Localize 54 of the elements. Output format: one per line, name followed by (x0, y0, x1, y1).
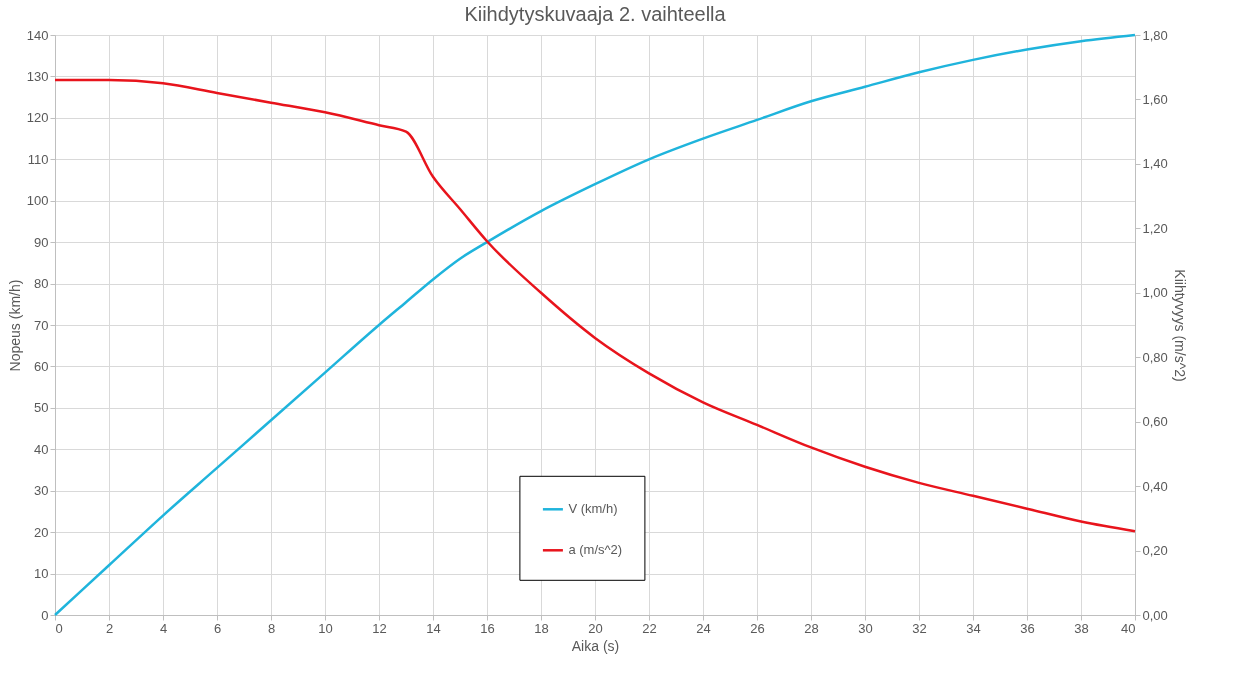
x-tick-label: 40 (1121, 620, 1136, 636)
y-tick-label: 130 (26, 68, 49, 84)
x-tick-label: 22 (642, 620, 657, 636)
legend-label: V (km/h) (568, 501, 618, 517)
x-tick-label: 30 (858, 620, 873, 636)
x-tick-label: 28 (804, 620, 819, 636)
y2-tick-label: 0,80 (1142, 349, 1168, 365)
y-tick-label: 120 (26, 110, 49, 126)
y2-tick-label: 1,60 (1142, 91, 1168, 107)
x-tick-label: 2 (105, 620, 114, 636)
x-tick-label: 38 (1074, 620, 1089, 636)
x-tick-label: 32 (912, 620, 927, 636)
y-tick-label: 50 (34, 400, 49, 416)
y2-tick-label: 0,60 (1142, 414, 1168, 430)
y-tick-label: 70 (34, 317, 49, 333)
x-tick-label: 20 (588, 620, 603, 636)
x-tick-label: 0 (55, 620, 63, 636)
x-tick-label: 10 (318, 620, 333, 636)
y2-tick-label: 0,20 (1142, 543, 1168, 559)
y-tick-label: 80 (34, 276, 49, 292)
y-axis-title: Nopeus (km/h) (6, 279, 23, 372)
y-tick-label: 40 (34, 441, 49, 457)
y-tick-label: 30 (34, 483, 49, 499)
x-tick-label: 6 (213, 620, 222, 636)
y2-tick-label: 1,20 (1142, 220, 1168, 236)
y2-tick-label: 1,00 (1142, 285, 1168, 301)
chart-title: Kiihdytyskuvaaja 2. vaihteella (464, 3, 727, 25)
y2-tick-label: 0,40 (1142, 478, 1168, 494)
x-tick-label: 16 (480, 620, 495, 636)
legend-label: a (m/s^2) (568, 542, 623, 558)
x-tick-label: 8 (267, 620, 276, 636)
y2-axis-title: Kiihtyvyys (m/s^2) (1171, 269, 1188, 382)
x-tick-label: 34 (966, 620, 981, 636)
y-tick-label: 100 (26, 193, 49, 209)
y-tick-label: 60 (34, 358, 49, 374)
y-tick-label: 20 (34, 524, 49, 540)
y-tick-label: 90 (34, 234, 49, 250)
y2-tick-label: 1,40 (1142, 156, 1168, 172)
x-tick-label: 36 (1020, 620, 1035, 636)
x-tick-label: 24 (696, 620, 711, 636)
x-axis-title: Aika (s) (571, 637, 620, 654)
y-tick-label: 140 (26, 27, 49, 43)
y-tick-label: 10 (34, 566, 49, 582)
y2-tick-label: 0,00 (1142, 607, 1168, 623)
line-series (53, 78, 1137, 533)
x-tick-label: 12 (372, 620, 387, 636)
y-tick-label: 110 (27, 151, 49, 167)
line-series (53, 33, 1137, 617)
x-tick-label: 18 (534, 620, 549, 636)
y-tick-label: 0 (41, 607, 49, 623)
x-tick-label: 26 (750, 620, 765, 636)
x-tick-label: 14 (426, 620, 441, 636)
y2-tick-label: 1,80 (1142, 27, 1168, 43)
x-tick-label: 4 (159, 620, 168, 636)
